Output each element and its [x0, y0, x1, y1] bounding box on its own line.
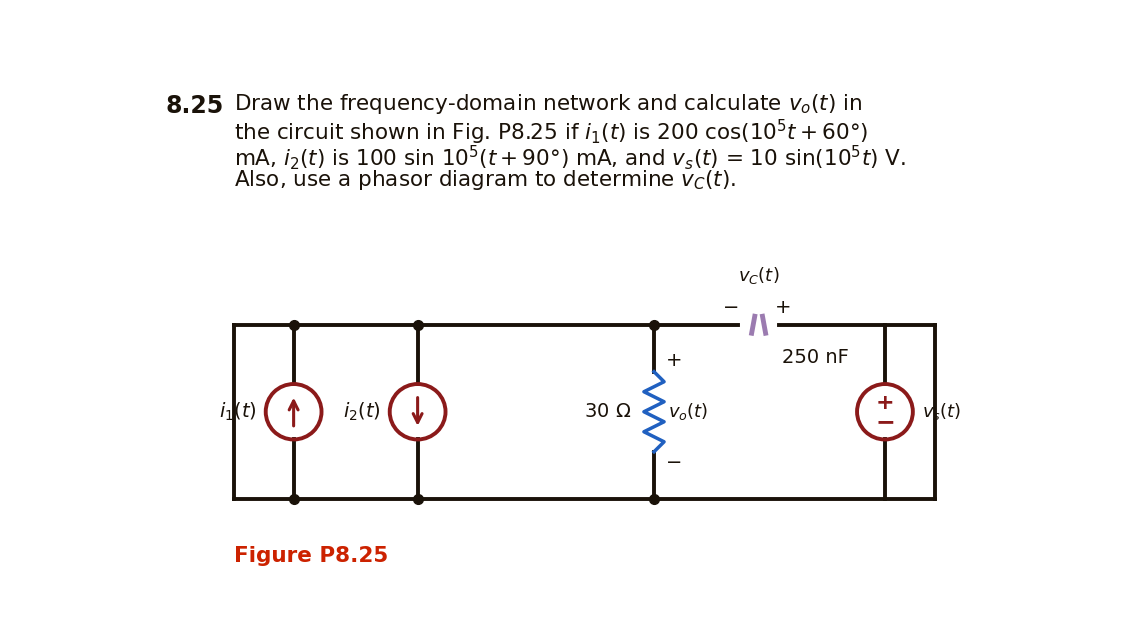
Text: +: + — [876, 393, 894, 413]
Text: mA, $i_2(t)$ is 100 sin $10^5(t + 90°)$ mA, and $v_s(t)$ = 10 sin$(10^5t)$ V.: mA, $i_2(t)$ is 100 sin $10^5(t + 90°)$ … — [234, 143, 906, 172]
Text: $i_1(t)$: $i_1(t)$ — [219, 401, 256, 423]
Text: +: + — [775, 298, 791, 317]
Text: 8.25: 8.25 — [165, 93, 223, 118]
Text: $i_2(t)$: $i_2(t)$ — [342, 401, 381, 423]
Text: +: + — [666, 351, 682, 370]
Text: −: − — [876, 410, 895, 434]
Text: Also, use a phasor diagram to determine $v_C(t)$.: Also, use a phasor diagram to determine … — [234, 168, 736, 193]
Text: $v_s(t)$: $v_s(t)$ — [922, 401, 961, 422]
Text: the circuit shown in Fig. P8.25 if $i_1(t)$ is 200 cos$(10^5t + 60°)$: the circuit shown in Fig. P8.25 if $i_1(… — [234, 118, 869, 147]
Text: 30 $\Omega$: 30 $\Omega$ — [584, 403, 630, 421]
Text: $v_C(t)$: $v_C(t)$ — [738, 265, 780, 286]
Text: Figure P8.25: Figure P8.25 — [234, 546, 389, 566]
Text: Draw the frequency-domain network and calculate $v_o(t)$ in: Draw the frequency-domain network and ca… — [234, 92, 862, 116]
Text: 250 nF: 250 nF — [782, 348, 849, 367]
Text: −: − — [723, 298, 740, 317]
Text: $v_o(t)$: $v_o(t)$ — [668, 401, 708, 422]
Text: −: − — [666, 453, 682, 472]
